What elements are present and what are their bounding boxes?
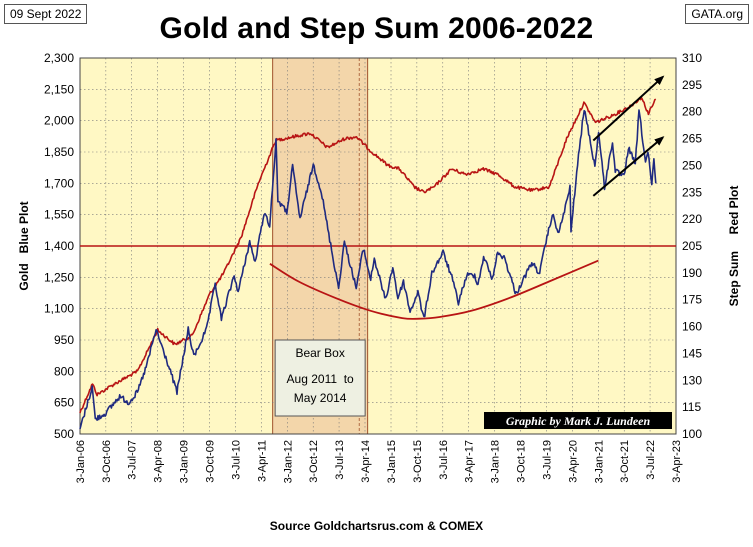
trend-arrow-upper — [592, 75, 665, 142]
series-layer — [79, 96, 676, 430]
y-tick-label-left: 1,550 — [44, 208, 74, 222]
y-tick-label-left: 650 — [54, 396, 74, 410]
gold-series-line — [79, 109, 657, 430]
x-axis: 3-Jan-06 3-Oct-06 3-Jul-07 3-Apr-08 3-Jan-09… — [75, 440, 683, 483]
x-tick-label: 3-Oct-12 — [308, 440, 320, 483]
x-tick-label: 3-Jan-09 — [179, 440, 191, 483]
x-tick-label: 3-Jul-16 — [438, 440, 450, 480]
y-tick-label-right: 175 — [682, 293, 702, 307]
y-tick-label-left: 2,000 — [44, 114, 74, 128]
bear-box-label-line: Bear Box — [295, 346, 344, 360]
y-tick-label-right: 280 — [682, 105, 702, 119]
y-tick-label-right: 190 — [682, 266, 702, 280]
x-tick-label: 3-Apr-23 — [671, 440, 683, 483]
y-tick-label-right: 160 — [682, 320, 702, 334]
y-tick-label-right: 205 — [682, 239, 702, 253]
y-tick-label-left: 2,300 — [44, 51, 74, 65]
x-tick-label: 3-Jan-12 — [282, 440, 294, 483]
x-tick-label: 3-Apr-08 — [153, 440, 165, 483]
x-tick-label: 3-Oct-18 — [516, 440, 528, 483]
credit-badge — [484, 412, 672, 429]
y-tick-label-left: 2,150 — [44, 82, 74, 96]
x-tick-label: 3-Oct-21 — [619, 440, 631, 483]
credit-text: Graphic by Mark J. Lundeen — [506, 414, 651, 428]
y-tick-label-right: 130 — [682, 373, 702, 387]
y-tick-label-left: 1,250 — [44, 270, 74, 284]
y-tick-label-left: 800 — [54, 364, 74, 378]
y-tick-label-left: 500 — [54, 427, 74, 441]
y-tick-label-left: 1,850 — [44, 145, 74, 159]
trend-arrow-lower — [592, 136, 665, 197]
x-tick-label: 3-Apr-17 — [464, 440, 476, 483]
y-tick-label-left: 1,400 — [44, 239, 74, 253]
y-tick-label-right: 220 — [682, 212, 702, 226]
x-tick-label: 3-Jul-13 — [334, 440, 346, 480]
y-tick-label-left: 1,100 — [44, 302, 74, 316]
right-axis: 100 115 130 145 160 175 190 205 220 235 250 265 280 2… — [682, 51, 702, 441]
x-tick-label: 3-Jan-18 — [490, 440, 502, 483]
y-tick-label-right: 265 — [682, 132, 702, 146]
y-tick-label-right: 115 — [682, 400, 701, 414]
x-tick-label: 3-Oct-09 — [205, 440, 217, 483]
left-axis: 500 650 800 950 1,100 1,250 1,400 1,550 1,700 1,8… — [44, 51, 74, 441]
x-tick-label: 3-Apr-14 — [360, 440, 372, 483]
x-tick-label: 3-Jul-10 — [230, 440, 242, 480]
y-tick-label-right: 145 — [682, 346, 702, 360]
annotations: Bear Box Aug 2011 to May 2014 Graphic by Ma… — [274, 75, 672, 429]
x-tick-label: 3-Apr-11 — [256, 440, 268, 482]
x-tick-label: 3-Apr-20 — [567, 440, 579, 483]
x-tick-label: 3-Oct-06 — [101, 440, 113, 483]
y-tick-label-right: 250 — [682, 158, 702, 172]
y-tick-label-right: 310 — [682, 51, 702, 65]
y-tick-label-right: 100 — [682, 427, 702, 441]
step-sum-series-line — [79, 96, 657, 414]
y-tick-label-right: 295 — [682, 78, 702, 92]
y-tick-label-left: 1,700 — [44, 176, 74, 190]
y-axis-label-right: Step Sum Red Plot — [727, 186, 741, 307]
date-label: 09 Sept 2022 — [4, 4, 88, 24]
bear-box-label-panel — [274, 339, 366, 417]
x-tick-label: 3-Jul-07 — [127, 440, 139, 480]
source-footer: Source Goldchartsrus.com & COMEX — [269, 519, 484, 533]
chart-title: Gold and Step Sum 2006-2022 — [159, 12, 594, 45]
y-tick-label-right: 235 — [682, 185, 702, 199]
y-tick-label-left: 950 — [54, 333, 74, 347]
x-tick-label: 3-Oct-15 — [412, 440, 424, 483]
x-tick-label: 3-Jan-06 — [75, 440, 87, 483]
x-tick-label: 3-Jan-15 — [386, 440, 398, 483]
bear-box-label-line: May 2014 — [294, 391, 347, 405]
x-tick-label: 3-Jan-21 — [593, 440, 605, 483]
y-axis-label-left: Gold Blue Plot — [17, 201, 31, 290]
cup-curve — [269, 259, 599, 320]
x-tick-label: 3-Jul-22 — [645, 440, 657, 480]
bear-box-label-line: Aug 2011 to — [287, 372, 354, 386]
x-tick-label: 3-Jul-19 — [541, 440, 553, 480]
source-site-label: GATA.org — [685, 4, 749, 24]
